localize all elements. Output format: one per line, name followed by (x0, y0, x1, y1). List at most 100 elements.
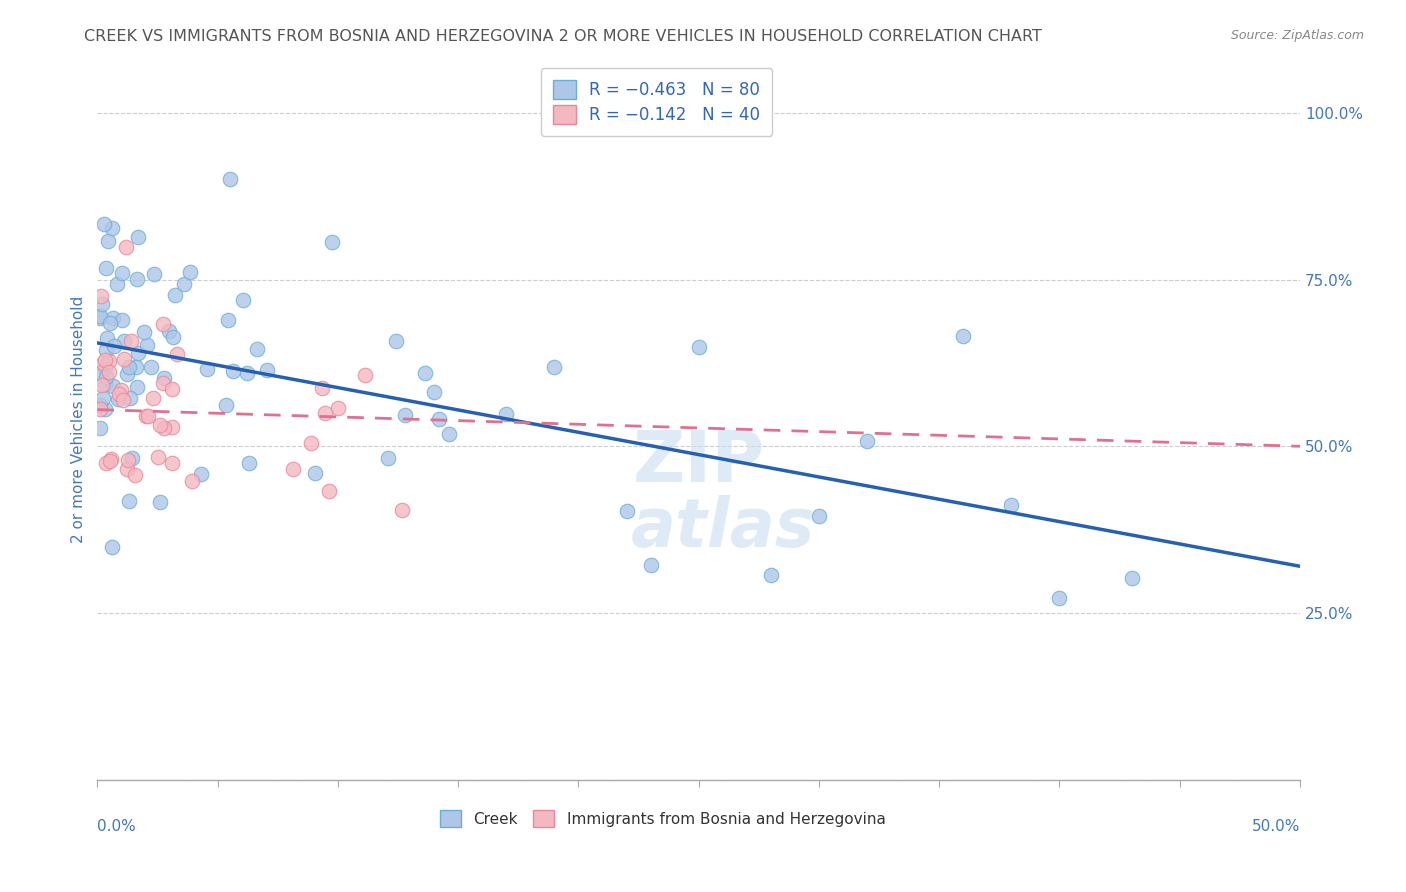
Point (89, 367, 111, 381)
Point (160, 419, 183, 434)
Point (413, 366, 436, 380)
Point (112, 334, 135, 348)
Point (117, 494, 139, 508)
Point (180, 474, 202, 488)
Point (160, 382, 183, 396)
Point (101, 540, 124, 554)
Point (89, 399, 111, 413)
Point (89, 309, 111, 323)
Point (93, 361, 115, 376)
Point (157, 324, 180, 338)
Point (94, 260, 117, 275)
Point (1121, 571, 1143, 585)
Text: CREEK VS IMMIGRANTS FROM BOSNIA AND HERZEGOVINA 2 OR MORE VEHICLES IN HOUSEHOLD : CREEK VS IMMIGRANTS FROM BOSNIA AND HERZ… (84, 29, 1042, 44)
Point (94, 343, 117, 357)
Point (117, 452, 139, 467)
Point (321, 235, 343, 249)
Point (326, 401, 349, 415)
Point (105, 277, 128, 291)
Point (125, 272, 148, 286)
Point (385, 334, 408, 348)
Point (190, 467, 212, 482)
Point (125, 359, 148, 374)
Point (96, 369, 118, 384)
Point (94, 377, 117, 392)
Point (127, 346, 149, 360)
Point (149, 494, 172, 508)
Point (118, 392, 141, 406)
Point (495, 407, 517, 421)
Point (97, 234, 120, 248)
Point (246, 343, 269, 357)
Point (146, 450, 169, 464)
Point (152, 318, 174, 332)
Point (195, 362, 218, 376)
Point (217, 313, 239, 327)
Point (124, 468, 146, 483)
Text: ZIP: ZIP (633, 428, 765, 498)
Point (160, 456, 183, 470)
Point (616, 504, 638, 518)
Point (94, 456, 117, 470)
Point (120, 334, 142, 348)
Point (640, 558, 662, 572)
Point (101, 379, 124, 393)
Point (354, 368, 377, 382)
Point (135, 409, 157, 423)
Point (152, 376, 174, 390)
Point (688, 340, 710, 354)
Point (103, 338, 125, 352)
Point (98, 316, 121, 330)
Point (256, 363, 278, 377)
Point (222, 364, 245, 378)
Text: 50.0%: 50.0% (1251, 819, 1301, 834)
Point (219, 171, 242, 186)
Point (89, 401, 111, 416)
Y-axis label: 2 or more Vehicles in Household: 2 or more Vehicles in Household (72, 296, 86, 543)
Point (110, 383, 132, 397)
Point (153, 420, 176, 434)
Point (153, 371, 176, 385)
Point (1049, 591, 1071, 605)
Point (311, 381, 333, 395)
Point (93, 401, 115, 416)
Point (136, 409, 159, 423)
Point (98, 366, 121, 380)
Point (90, 378, 112, 392)
Point (101, 311, 124, 326)
Point (111, 312, 134, 326)
Point (142, 392, 165, 406)
Point (166, 347, 188, 361)
Point (139, 360, 162, 375)
Point (149, 417, 172, 432)
Point (127, 380, 149, 394)
Point (98, 454, 121, 468)
Legend: Creek, Immigrants from Bosnia and Herzegovina: Creek, Immigrants from Bosnia and Herzeg… (433, 805, 891, 833)
Point (115, 240, 138, 254)
Point (90, 297, 112, 311)
Point (281, 461, 304, 475)
Point (543, 360, 565, 375)
Point (162, 330, 184, 344)
Point (318, 484, 340, 499)
Point (93, 217, 115, 231)
Point (89, 421, 111, 435)
Point (111, 266, 134, 280)
Point (427, 412, 450, 426)
Text: Source: ZipAtlas.com: Source: ZipAtlas.com (1230, 29, 1364, 42)
Point (100, 452, 122, 467)
Point (111, 392, 134, 407)
Point (807, 508, 830, 523)
Point (1000, 498, 1022, 512)
Point (108, 386, 131, 401)
Point (394, 408, 416, 422)
Point (437, 427, 460, 442)
Point (314, 406, 336, 420)
Point (107, 392, 129, 406)
Point (112, 352, 135, 367)
Point (115, 367, 138, 381)
Point (299, 436, 322, 450)
Point (236, 366, 259, 380)
Point (173, 277, 195, 292)
Point (101, 220, 124, 235)
